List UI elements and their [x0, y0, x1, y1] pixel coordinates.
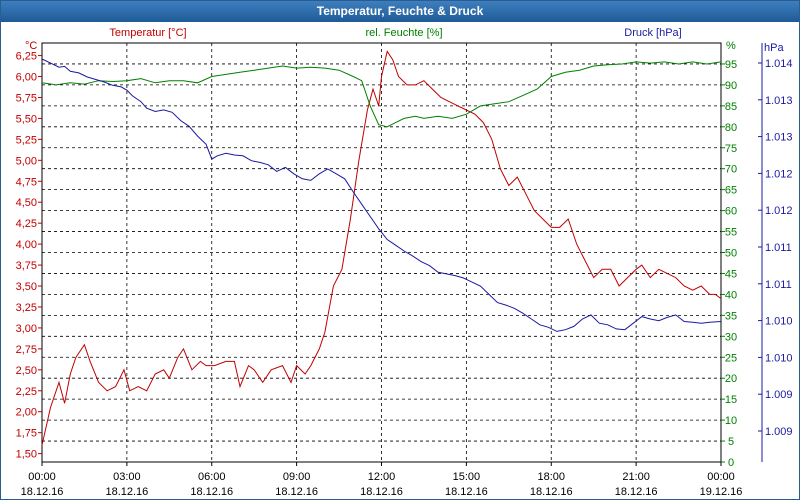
humidity-tick-label: 85	[725, 101, 737, 113]
series-line-humidity	[41, 61, 722, 128]
x-tick-date: 18.12.16	[275, 486, 318, 498]
x-tick-date: 18.12.16	[21, 486, 64, 498]
humidity-tick-label: 75	[725, 143, 737, 155]
series-header-temperature: Temperatur [°C]	[109, 27, 186, 39]
pressure-tick-label: 1.014	[765, 58, 793, 70]
humidity-tick-label: 70	[725, 164, 737, 176]
humidity-tick-label: 40	[725, 289, 737, 301]
temperature-tick-label: 3,00	[16, 323, 37, 335]
humidity-tick-label: 35	[725, 310, 737, 322]
axes	[38, 42, 763, 466]
humidity-tick-label: 5	[728, 436, 734, 448]
temperature-tick-label: 3,50	[16, 281, 37, 293]
series-headers: Temperatur [°C] rel. Feuchte [%] Druck [hP…	[109, 27, 681, 39]
temperature-unit-label: °C	[25, 40, 37, 52]
humidity-tick-label: 60	[725, 206, 737, 218]
temperature-tick-label: 6,25	[16, 51, 37, 63]
temperature-tick-label: 1,75	[16, 428, 37, 440]
x-tick-time: 00:00	[707, 471, 735, 483]
series-line-temperature	[41, 50, 722, 446]
series-header-pressure: Druck [hPa]	[624, 27, 681, 39]
series-line-pressure	[41, 58, 722, 332]
humidity-tick-label: 10	[725, 415, 737, 427]
temperature-tick-label: 4,50	[16, 197, 37, 209]
humidity-tick-label: 50	[725, 248, 737, 260]
series-header-humidity: rel. Feuchte [%]	[365, 27, 442, 39]
x-tick-time: 09:00	[283, 471, 311, 483]
humidity-tick-label: 55	[725, 227, 737, 239]
x-tick-date: 18.12.16	[445, 486, 488, 498]
x-tick-time: 12:00	[368, 471, 396, 483]
temperature-tick-label: 3,25	[16, 302, 37, 314]
pressure-tick-label: 1.012	[765, 205, 793, 217]
pressure-unit-label: hPa	[764, 42, 784, 54]
x-tick-time: 21:00	[622, 471, 650, 483]
tick-labels: 00:00 18.12.16 03:00 18.12.16 06:00 18.12.16 0…	[16, 40, 793, 498]
temperature-tick-label: 4,75	[16, 176, 37, 188]
temperature-tick-label: 2,00	[16, 407, 37, 419]
x-tick-time: 00:00	[28, 471, 56, 483]
pressure-tick-label: 1.009	[765, 389, 793, 401]
humidity-tick-label: 65	[725, 185, 737, 197]
humidity-tick-label: 95	[725, 59, 737, 71]
temperature-tick-label: 5,50	[16, 113, 37, 125]
temperature-tick-label: 4,00	[16, 239, 37, 251]
x-tick-time: 06:00	[198, 471, 226, 483]
grid	[42, 43, 721, 462]
humidity-tick-label: 20	[725, 373, 737, 385]
x-tick-time: 18:00	[537, 471, 565, 483]
x-tick-date: 18.12.16	[615, 486, 658, 498]
humidity-tick-label: 0	[728, 457, 734, 469]
pressure-tick-label: 1.011	[765, 242, 792, 254]
humidity-tick-label: 25	[725, 352, 737, 364]
temperature-tick-label: 5,00	[16, 155, 37, 167]
temperature-tick-label: 5,25	[16, 134, 37, 146]
temperature-tick-label: 2,25	[16, 386, 37, 398]
humidity-tick-label: 45	[725, 268, 737, 280]
temperature-tick-label: 5,75	[16, 92, 37, 104]
pressure-tick-label: 1.013	[765, 132, 793, 144]
x-tick-date: 19.12.16	[700, 486, 743, 498]
x-tick-date: 18.12.16	[360, 486, 403, 498]
window-title: Temperatur, Feuchte & Druck	[1, 1, 799, 22]
humidity-tick-label: 30	[725, 331, 737, 343]
humidity-unit-label: %	[726, 40, 736, 52]
x-tick-time: 03:00	[113, 471, 141, 483]
temperature-tick-label: 4,25	[16, 218, 37, 230]
humidity-tick-label: 90	[725, 80, 737, 92]
pressure-tick-label: 1.010	[765, 352, 793, 364]
temperature-tick-label: 3,75	[16, 260, 37, 272]
x-tick-date: 18.12.16	[105, 486, 148, 498]
x-tick-date: 18.12.16	[530, 486, 573, 498]
pressure-tick-label: 1.013	[765, 95, 793, 107]
pressure-tick-label: 1.009	[765, 426, 793, 438]
series-lines	[41, 50, 722, 446]
temperature-tick-label: 2,75	[16, 344, 37, 356]
x-tick-time: 15:00	[453, 471, 481, 483]
pressure-tick-label: 1.012	[765, 168, 793, 180]
temperature-tick-label: 1,50	[16, 449, 37, 461]
pressure-tick-label: 1.010	[765, 316, 793, 328]
temperature-tick-label: 6,00	[16, 72, 37, 84]
pressure-tick-label: 1.011	[765, 279, 792, 291]
humidity-tick-label: 80	[725, 122, 737, 134]
x-tick-date: 18.12.16	[190, 486, 233, 498]
humidity-tick-label: 15	[725, 394, 737, 406]
temperature-tick-label: 2,50	[16, 365, 37, 377]
